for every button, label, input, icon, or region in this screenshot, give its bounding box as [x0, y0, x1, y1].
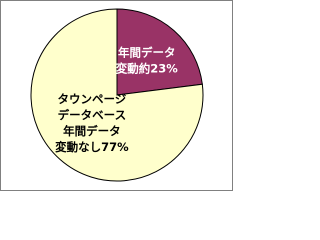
page: {"chart_data": {"type": "pie", "categori…: [0, 0, 233, 191]
slice-label: 年間データ: [118, 46, 176, 60]
slice-label: 変動約23%: [116, 62, 179, 76]
pie-slice: [116, 8, 203, 96]
slice-label: 変動なし77%: [55, 140, 129, 154]
slice-label: タウンページ: [57, 92, 126, 106]
slice-label: 年間データ: [63, 124, 121, 138]
pie-slice: [30, 8, 204, 182]
slice-label: データベース: [58, 108, 126, 122]
